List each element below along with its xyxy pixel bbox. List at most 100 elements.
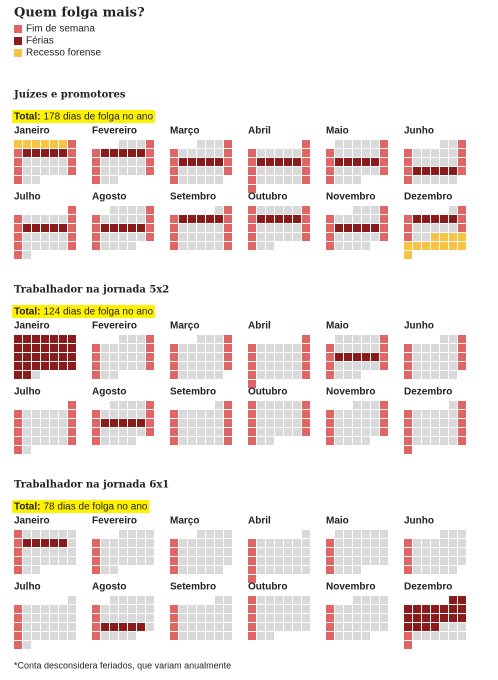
workday (119, 353, 127, 361)
weekend-day (170, 566, 178, 574)
weekend-day (302, 215, 310, 223)
workday (197, 539, 205, 547)
weekend-day (224, 410, 232, 418)
weekend-day (380, 362, 388, 370)
workday (197, 233, 205, 241)
workday (266, 371, 274, 379)
legend-label: Recesso forense (26, 48, 101, 59)
workday (188, 539, 196, 547)
workday (335, 623, 343, 631)
workday (293, 344, 301, 352)
weekend-day (14, 446, 22, 454)
workday (206, 539, 214, 547)
workday (101, 605, 109, 613)
workday (110, 233, 118, 241)
workday (50, 614, 58, 622)
workday (362, 557, 370, 565)
workday (59, 215, 67, 223)
workday (266, 344, 274, 352)
workday (68, 614, 76, 622)
vacation-day (41, 149, 49, 157)
workday (119, 437, 127, 445)
weekend-day (92, 362, 100, 370)
month-name: Outubro (248, 387, 287, 398)
workday (284, 206, 292, 214)
workday (422, 548, 430, 556)
workday (23, 605, 31, 613)
weekend-day (14, 233, 22, 241)
workday (284, 539, 292, 547)
workday (344, 557, 352, 565)
weekend-day (248, 353, 256, 361)
workday (59, 167, 67, 175)
vacation-day (458, 605, 466, 613)
weekend-day (224, 206, 232, 214)
weekend-day (92, 632, 100, 640)
workday (224, 632, 232, 640)
vacation-day (41, 224, 49, 232)
workday (431, 353, 439, 361)
workday (293, 566, 301, 574)
workday (422, 566, 430, 574)
weekend-day (68, 437, 76, 445)
recess-day (41, 140, 49, 148)
month-name: Abril (248, 126, 271, 137)
weekend-day (326, 419, 334, 427)
workday (197, 614, 205, 622)
weekend-day (14, 557, 22, 565)
weekend-day (326, 158, 334, 166)
month-name: Setembro (170, 192, 216, 203)
workday (215, 437, 223, 445)
month-name: Fevereiro (92, 516, 137, 527)
workday (110, 539, 118, 547)
month-name: Abril (248, 516, 271, 527)
weekend-day (248, 401, 256, 409)
weekend-day (248, 344, 256, 352)
vacation-day (32, 335, 40, 343)
workday (137, 530, 145, 538)
workday (215, 428, 223, 436)
weekend-day (170, 233, 178, 241)
weekend-day (146, 353, 154, 361)
weekend-day (92, 419, 100, 427)
vacation-day (275, 158, 283, 166)
weekend-day (248, 566, 256, 574)
workday (431, 344, 439, 352)
recess-day (32, 140, 40, 148)
workday (32, 371, 40, 379)
weekend-day (224, 353, 232, 361)
workday (344, 362, 352, 370)
workday (197, 410, 205, 418)
vacation-day (449, 167, 457, 175)
vacation-day (14, 353, 22, 361)
weekend-day (248, 224, 256, 232)
workday (137, 167, 145, 175)
weekend-day (404, 215, 412, 223)
workday (32, 566, 40, 574)
weekend-day (380, 353, 388, 361)
workday (257, 548, 265, 556)
vacation-day (101, 419, 109, 427)
workday (449, 206, 457, 214)
workday (362, 344, 370, 352)
workday (23, 242, 31, 250)
workday (206, 362, 214, 370)
vacation-day (197, 158, 205, 166)
weekend-day (326, 557, 334, 565)
workday (440, 557, 448, 565)
workday (335, 149, 343, 157)
workday (275, 167, 283, 175)
workday (344, 167, 352, 175)
weekend-day (380, 140, 388, 148)
workday (422, 557, 430, 565)
workday (284, 557, 292, 565)
vacation-day (362, 158, 370, 166)
weekend-day (68, 410, 76, 418)
workday (293, 233, 301, 241)
vacation-day (50, 335, 58, 343)
workday (449, 140, 457, 148)
workday (422, 353, 430, 361)
vacation-day (458, 614, 466, 622)
workday (266, 353, 274, 361)
